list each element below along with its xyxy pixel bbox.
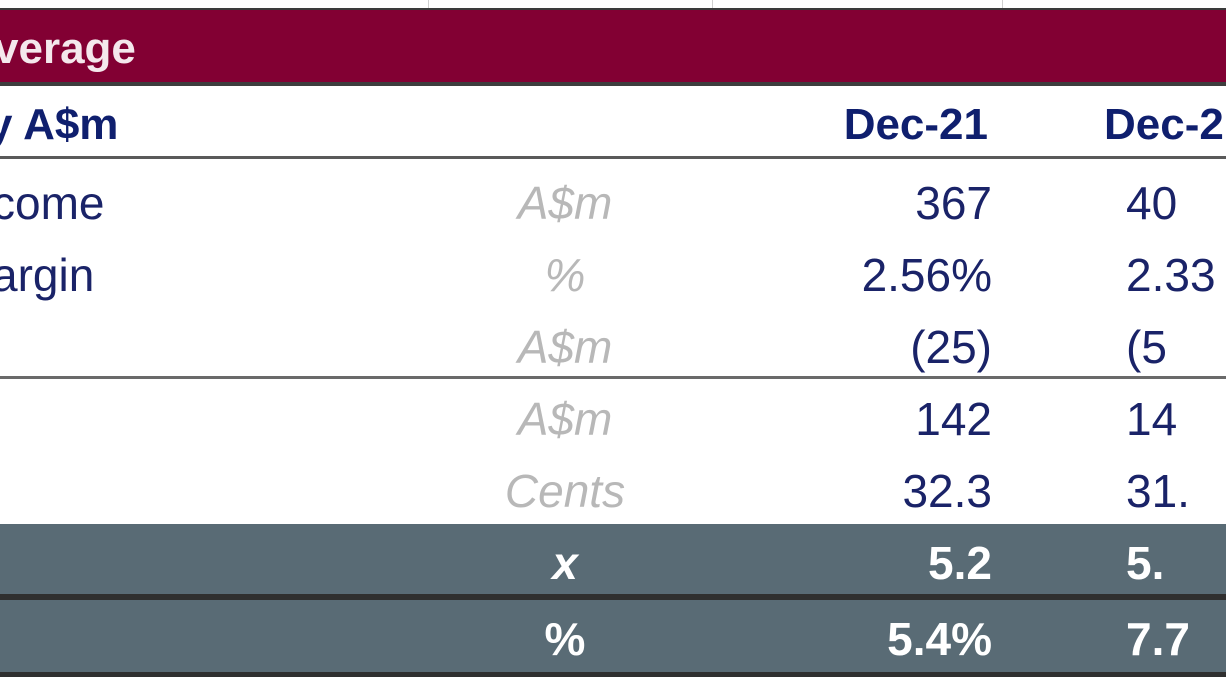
row-label: come — [0, 177, 105, 229]
header-label: y A$m — [0, 100, 119, 149]
grid-line — [428, 0, 429, 8]
table-row: A$m (25) (5 — [0, 308, 1226, 380]
row-value-next: 5. — [1126, 537, 1165, 589]
row-value-dec-21: (25) — [910, 321, 992, 373]
row-label: argin — [0, 249, 95, 301]
row-value-next: 14 — [1126, 393, 1178, 445]
table-row-highlight: % 5.4% 7.7 — [0, 600, 1226, 672]
row-value-dec-21: 32.3 — [902, 465, 992, 517]
table-bottom-border — [0, 672, 1226, 677]
table-header-row: y A$m Dec-21 Dec-2 — [0, 86, 1226, 159]
row-value-next: 2.33 — [1126, 249, 1216, 301]
section-title: verage — [0, 24, 136, 73]
row-value-next: 40 — [1126, 177, 1178, 229]
table-row: Cents 32.3 31. — [0, 452, 1226, 524]
section-banner: verage — [0, 10, 1226, 86]
table-row: come A$m 367 40 — [0, 164, 1226, 236]
row-value-dec-21: 2.56% — [861, 249, 992, 301]
row-value-next: 31. — [1126, 465, 1190, 517]
row-unit: x — [552, 537, 578, 589]
grid-line — [1002, 0, 1003, 8]
row-value-dec-21: 367 — [915, 177, 992, 229]
row-unit: % — [544, 613, 586, 665]
row-unit: % — [544, 249, 586, 301]
row-unit: A$m — [517, 321, 613, 373]
row-unit: A$m — [517, 393, 613, 445]
row-value-dec-21: 142 — [915, 393, 992, 445]
table-row: A$m 142 14 — [0, 380, 1226, 452]
row-value-next: 7.7 — [1126, 613, 1190, 665]
row-value-next: (5 — [1126, 321, 1167, 373]
table-row-highlight: x 5.2 5. — [0, 524, 1226, 594]
grid-line — [712, 0, 713, 8]
row-unit: Cents — [504, 465, 626, 517]
column-header-dec-21: Dec-21 — [843, 100, 988, 149]
row-value-dec-21: 5.4% — [887, 613, 992, 665]
row-divider — [0, 376, 1226, 379]
row-divider — [0, 594, 1226, 600]
table-row: argin % 2.56% 2.33 — [0, 236, 1226, 308]
row-value-dec-21: 5.2 — [928, 537, 992, 589]
row-unit: A$m — [517, 177, 613, 229]
top-grid-strip — [0, 0, 1226, 10]
column-header-dec-2x: Dec-2 — [1104, 100, 1224, 149]
